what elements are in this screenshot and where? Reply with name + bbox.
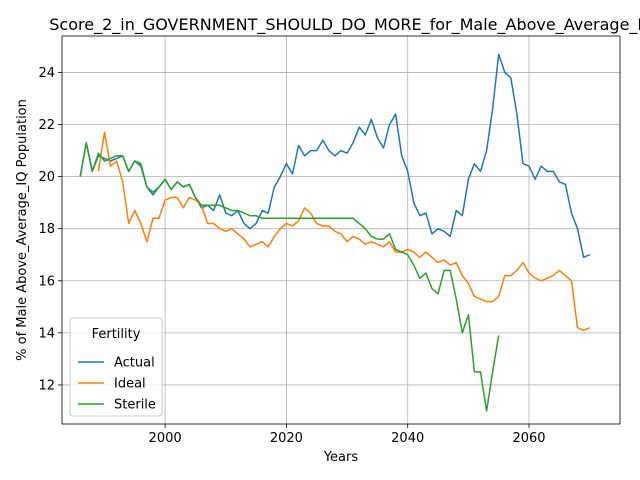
legend-label-sterile: Sterile [114,398,156,413]
legend-label-actual: Actual [114,356,155,371]
series-line-sterile [79,142,500,412]
y-tick-label: 14 [38,326,55,341]
x-tick-label: 2020 [270,431,303,446]
y-axis: 12 14 16 18 20 22 24 [38,66,62,393]
y-tick-label: 24 [38,66,55,81]
y-axis-label: % of Male Above_Average_IQ Population [15,99,30,361]
legend-box [69,317,163,417]
y-tick-label: 22 [38,118,55,133]
legend: Fertility Actual Ideal Sterile [69,317,163,417]
legend-label-ideal: Ideal [114,377,146,392]
series-line-actual [79,53,590,259]
x-axis: 2000 2020 2040 2060 [149,424,546,446]
y-tick-label: 20 [38,170,55,185]
y-tick-label: 16 [38,274,55,289]
x-axis-label: Years [323,450,359,465]
y-tick-label: 18 [38,222,55,237]
y-tick-label: 12 [38,378,55,393]
x-tick-label: 2000 [149,431,182,446]
chart-title: Score_2_in_GOVERNMENT_SHOULD_DO_MORE_for… [49,15,640,35]
x-tick-label: 2040 [391,431,424,446]
plot-area [79,53,590,412]
legend-title: Fertility [92,327,141,342]
plot-frame [61,35,621,425]
series-line-ideal [97,131,590,332]
x-tick-label: 2060 [512,431,545,446]
